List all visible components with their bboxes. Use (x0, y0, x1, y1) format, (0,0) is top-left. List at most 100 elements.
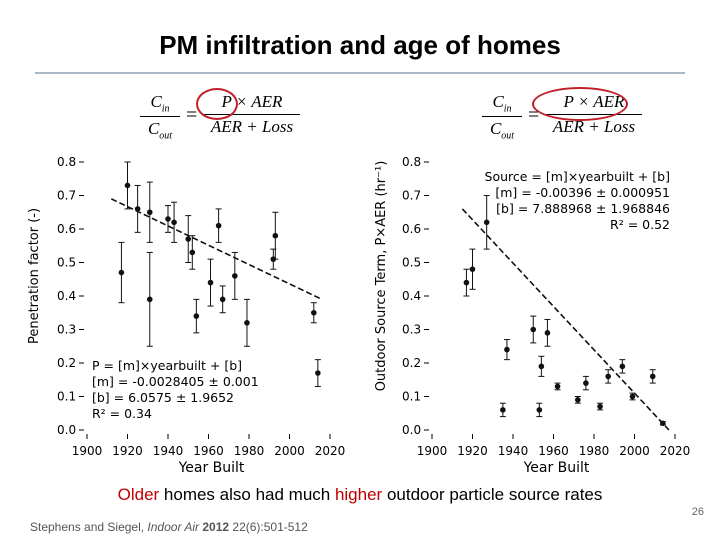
right-x-tick-label: 1980 (579, 444, 610, 458)
left-data-point-0 (118, 269, 125, 276)
left-fit-line (110, 198, 323, 301)
right-data-point-2 (483, 219, 490, 226)
right-y-tick-label: 0.8 (402, 155, 421, 169)
right-annotation-line-3: R² = 0.52 (610, 217, 670, 232)
right-data-point-9 (554, 383, 561, 390)
left-data-point-10 (207, 279, 214, 286)
right-data-point-15 (629, 393, 636, 400)
left-x-tick-label: 1940 (153, 444, 184, 458)
right-data-point-11 (583, 380, 589, 386)
left-y-tick-label: 0.4 (57, 289, 76, 303)
right-x-tick-label: 1960 (538, 444, 569, 458)
eq-left-equals: = (186, 104, 198, 126)
caption-text-2: outdoor particle source rates (382, 485, 603, 504)
eq-left-denominator: AER + Loss (210, 117, 294, 136)
left-data-point-1 (124, 182, 131, 189)
left-annotation-line-2: [b] = 6.0575 ± 1.9652 (92, 390, 234, 405)
eq-left-cin: Cin (150, 92, 170, 115)
left-data-point-5 (165, 216, 171, 222)
left-y-tick-label: 0.2 (57, 356, 76, 370)
left-data-point-13 (232, 273, 238, 279)
right-data-point-7 (538, 363, 545, 370)
left-y-tick-label: 0.8 (57, 155, 76, 169)
left-data-point-6 (171, 219, 177, 226)
right-data-point-1 (469, 266, 476, 273)
left-annotation-line-1: [m] = -0.0028405 ± 0.001 (92, 374, 259, 389)
left-y-tick-label: 0.0 (57, 423, 76, 437)
highlight-circle-right (532, 87, 628, 121)
right-y-axis-title: Outdoor Source Term, P×AER (hr⁻¹) (374, 161, 389, 392)
left-annotation-line-3: R² = 0.34 (92, 406, 152, 421)
slide-caption: Older homes also had much higher outdoor… (0, 485, 720, 505)
left-data-point-12 (219, 296, 226, 303)
left-data-point-11 (215, 222, 222, 229)
left-y-tick-label: 0.7 (57, 189, 76, 203)
right-data-point-6 (536, 407, 543, 413)
left-x-tick-label: 1920 (112, 444, 143, 458)
right-data-point-16 (649, 373, 656, 380)
right-annotation-line-1: [m] = -0.00396 ± 0.000951 (495, 185, 670, 200)
left-y-tick-label: 0.6 (57, 222, 76, 236)
caption-older: Older (117, 485, 160, 504)
right-data-point-0 (463, 279, 470, 286)
right-data-point-13 (605, 373, 611, 380)
left-data-point-16 (272, 232, 279, 239)
citation: Stephens and Siegel, Indoor Air 2012 22(… (30, 520, 308, 534)
left-data-point-18 (315, 370, 321, 376)
eq-right-cout: Cout (489, 119, 515, 142)
right-data-point-12 (597, 403, 603, 410)
left-x-tick-label: 1980 (234, 444, 265, 458)
left-x-tick-label: 2020 (315, 444, 346, 458)
right-y-tick-label: 0.7 (402, 189, 421, 203)
right-data-point-4 (504, 346, 510, 353)
left-data-point-7 (185, 236, 192, 242)
left-x-axis-title: Year Built (178, 460, 245, 476)
left-data-point-4 (146, 209, 153, 216)
eq-right-cin: Cin (492, 92, 512, 115)
right-y-tick-label: 0.2 (402, 356, 421, 370)
left-y-axis-title: Penetration factor (-) (27, 208, 42, 344)
right-x-axis-title: Year Built (523, 460, 590, 476)
right-data-point-5 (530, 326, 537, 333)
left-annotation-line-0: P = [m]×yearbuilt + [b] (92, 358, 242, 373)
left-x-tick-label: 1960 (193, 444, 224, 458)
right-y-tick-label: 0.0 (402, 423, 421, 437)
left-y-tick-label: 0.5 (57, 256, 76, 270)
left-data-point-8 (189, 249, 196, 256)
right-y-tick-label: 0.6 (402, 222, 421, 236)
right-data-point-10 (575, 397, 581, 403)
page-number: 26 (691, 506, 704, 518)
right-x-tick-label: 1920 (457, 444, 488, 458)
right-data-point-8 (544, 330, 551, 336)
right-x-tick-label: 1900 (417, 444, 448, 458)
right-y-tick-label: 0.5 (402, 256, 421, 270)
right-data-point-17 (660, 420, 666, 427)
left-data-point-2 (134, 206, 141, 212)
left-y-tick-label: 0.3 (57, 323, 76, 337)
caption-text-1: homes also had much (159, 485, 335, 504)
right-plot-area (432, 162, 675, 430)
right-annotation-line-0: Source = [m]×yearbuilt + [b] (485, 169, 670, 184)
left-x-tick-label: 2000 (274, 444, 305, 458)
caption-higher: higher (334, 485, 383, 504)
left-data-point-3 (146, 296, 153, 303)
right-data-point-14 (619, 363, 626, 370)
highlight-circle-left (196, 88, 238, 120)
right-x-tick-label: 2000 (619, 444, 650, 458)
right-annotation-line-2: [b] = 7.888968 ± 1.968846 (496, 201, 670, 216)
slide-title: PM infiltration and age of homes (159, 30, 561, 60)
right-y-tick-label: 0.4 (402, 289, 421, 303)
left-data-point-14 (244, 320, 250, 326)
title-divider (35, 72, 685, 74)
left-data-point-17 (311, 309, 317, 316)
right-data-point-3 (500, 407, 506, 413)
left-x-tick-label: 1900 (72, 444, 103, 458)
eq-right-equals: = (528, 104, 540, 126)
right-x-tick-label: 1940 (498, 444, 529, 458)
eq-left-cout: Cout (147, 119, 173, 142)
right-x-tick-label: 2020 (660, 444, 691, 458)
right-y-tick-label: 0.3 (402, 323, 421, 337)
right-y-tick-label: 0.1 (402, 390, 421, 404)
left-y-tick-label: 0.1 (57, 390, 76, 404)
